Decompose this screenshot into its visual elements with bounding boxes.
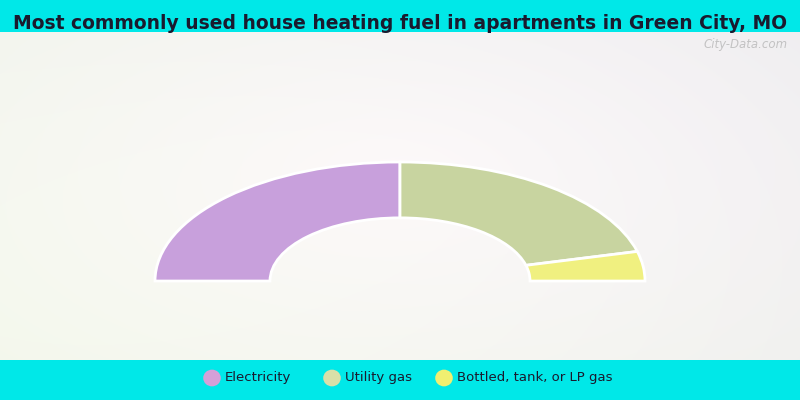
Ellipse shape xyxy=(203,370,221,386)
Wedge shape xyxy=(400,162,638,265)
Text: Most commonly used house heating fuel in apartments in Green City, MO: Most commonly used house heating fuel in… xyxy=(13,14,787,32)
Text: Electricity: Electricity xyxy=(225,372,291,384)
Ellipse shape xyxy=(435,370,453,386)
Text: Utility gas: Utility gas xyxy=(345,372,412,384)
Text: City-Data.com: City-Data.com xyxy=(703,38,787,51)
Wedge shape xyxy=(155,162,400,281)
Ellipse shape xyxy=(323,370,341,386)
Wedge shape xyxy=(526,252,645,281)
Text: Bottled, tank, or LP gas: Bottled, tank, or LP gas xyxy=(457,372,612,384)
